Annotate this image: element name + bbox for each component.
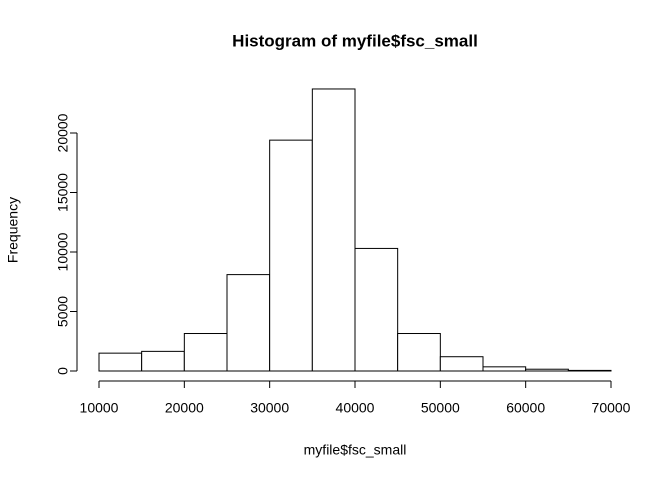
x-tick-label: 50000 [421, 400, 460, 416]
bar [397, 333, 441, 372]
bar [141, 350, 185, 372]
bar [311, 88, 356, 372]
bar [567, 369, 612, 372]
y-tick-label: 5000 [55, 296, 71, 327]
y-axis-label: Frequency [5, 197, 21, 263]
y-tick-label: 15000 [55, 173, 71, 212]
bar [183, 333, 228, 372]
x-tick-label: 30000 [250, 400, 289, 416]
x-tick-label: 70000 [592, 400, 631, 416]
y-tick-label: 0 [55, 367, 71, 375]
x-axis-label: myfile$fsc_small [304, 442, 407, 458]
bar [439, 356, 484, 372]
x-tick-label: 40000 [336, 400, 375, 416]
bar [482, 366, 527, 372]
bar [98, 352, 143, 372]
x-tick-label: 20000 [165, 400, 204, 416]
y-tick-label: 10000 [55, 232, 71, 271]
chart-title: Histogram of myfile$fsc_small [232, 31, 478, 50]
y-tick-label: 20000 [55, 113, 71, 152]
bar [525, 368, 569, 372]
bar [354, 247, 399, 372]
bar [226, 274, 271, 372]
bar [269, 139, 313, 372]
x-tick-label: 10000 [80, 400, 119, 416]
x-tick-label: 60000 [506, 400, 545, 416]
